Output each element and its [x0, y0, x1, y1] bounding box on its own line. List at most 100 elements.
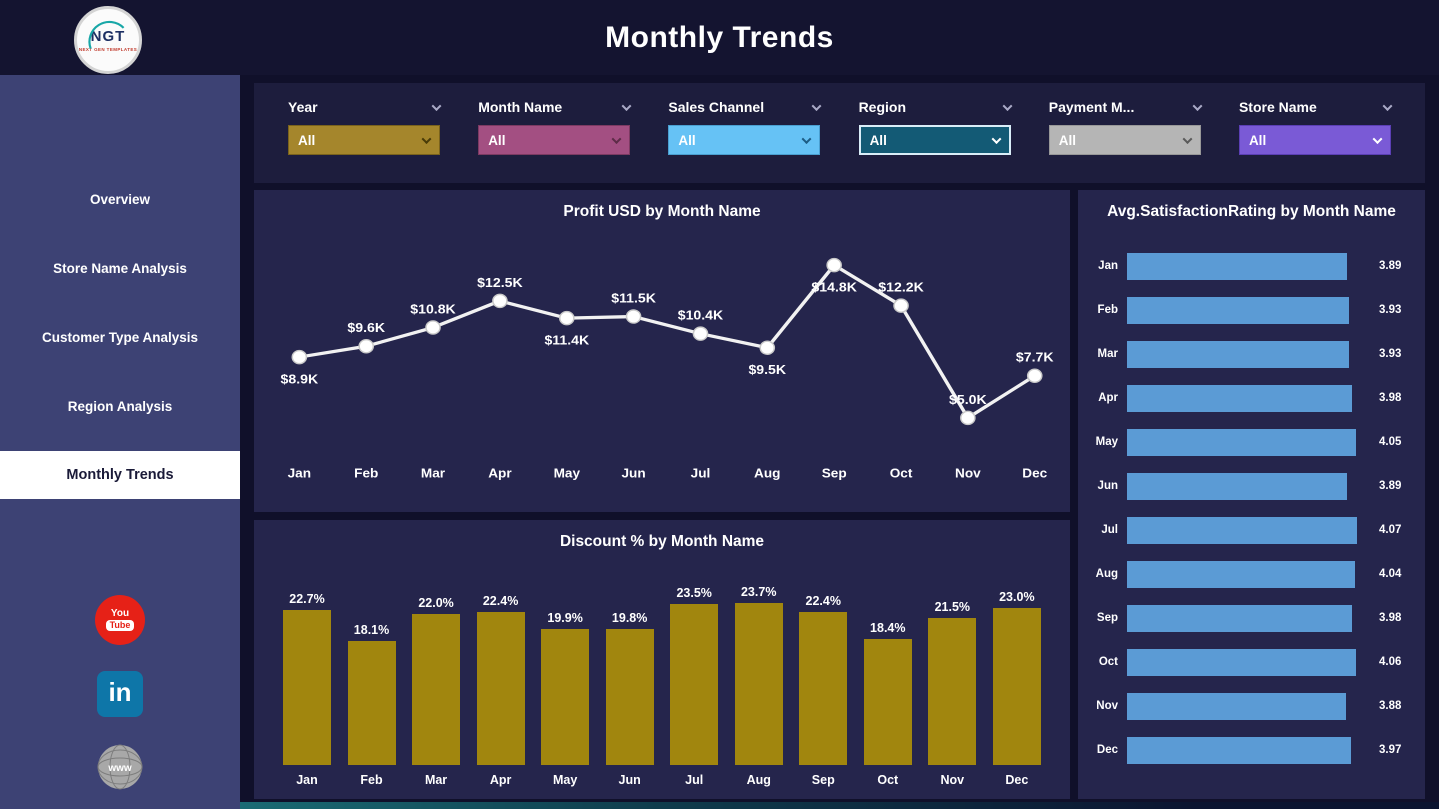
hbar-value-label: 3.93 [1379, 304, 1402, 316]
logo-subtext: NEXT GEN TEMPLATES [78, 46, 138, 52]
hbar[interactable] [1127, 560, 1356, 588]
sidebar-item-monthly-trends[interactable]: Monthly Trends [0, 451, 240, 499]
hbar-row: Dec 3.97 [1088, 736, 1415, 764]
filter-payment-m: Payment M... All [1048, 96, 1203, 183]
line-point[interactable] [358, 338, 375, 354]
hbar-value-label: 3.89 [1379, 260, 1402, 272]
hbar-track [1127, 516, 1370, 544]
filter-dropdown-sales-channel[interactable]: All [668, 125, 821, 155]
line-value-label: $11.5K [611, 291, 656, 305]
filter-dropdown-year[interactable]: All [288, 125, 440, 155]
footer-accent-strip [240, 802, 1439, 809]
hbar[interactable] [1127, 428, 1356, 456]
line-point[interactable] [960, 410, 976, 426]
hbar[interactable] [1127, 252, 1347, 280]
line-chart-title: Profit USD by Month Name [563, 203, 761, 220]
bar-value-label: 18.1% [353, 623, 390, 637]
hbar[interactable] [1127, 340, 1350, 368]
bar[interactable] [605, 629, 654, 765]
bar-value-label: 18.4% [870, 621, 906, 635]
hbar-row: Oct 4.06 [1088, 648, 1415, 676]
bar[interactable] [928, 618, 977, 765]
line-point[interactable] [893, 298, 909, 313]
hbar[interactable] [1127, 736, 1352, 764]
bar-value-label: 23.7% [740, 585, 777, 599]
bar-category-label: Mar [424, 773, 448, 787]
hbar-category-label: Apr [1098, 392, 1118, 404]
bar[interactable] [992, 608, 1041, 765]
bar[interactable] [412, 614, 461, 765]
chevron-down-icon [1002, 100, 1013, 111]
bar[interactable] [734, 603, 783, 765]
hbar[interactable] [1127, 472, 1347, 500]
line-point[interactable] [759, 340, 776, 355]
line-point[interactable] [826, 257, 842, 273]
line-point[interactable] [1026, 368, 1043, 384]
hbar[interactable] [1127, 384, 1353, 412]
filter-selected-value: All [488, 132, 506, 148]
hbar[interactable] [1127, 648, 1357, 676]
bar-column: 19.9% May [538, 611, 592, 791]
sidebar-item-store-name-analysis[interactable]: Store Name Analysis [53, 260, 187, 276]
filter-dropdown-month-name[interactable]: All [478, 125, 631, 155]
hbar-category-label: Jun [1097, 480, 1118, 492]
filter-dropdown-region[interactable]: All [858, 125, 1011, 155]
filter-dropdown-store-name[interactable]: All [1238, 125, 1391, 155]
hbar-value-label: 3.98 [1379, 392, 1402, 404]
page-title: Monthly Trends [605, 20, 834, 54]
sidebar-item-customer-type-analysis[interactable]: Customer Type Analysis [41, 329, 199, 345]
line-value-label: $7.7K [1016, 350, 1054, 364]
line-point[interactable] [291, 349, 308, 365]
hbar-track [1127, 736, 1370, 764]
youtube-icon[interactable]: You Tube [95, 595, 145, 645]
bar[interactable] [476, 612, 525, 765]
line-category-label: Dec [1022, 466, 1047, 480]
line-point[interactable] [692, 326, 709, 341]
hbar-category-label: Mar [1097, 348, 1118, 360]
bar-column: 23.0% Dec [990, 590, 1044, 791]
bar-category-label: Apr [489, 773, 512, 787]
filter-store-name: Store Name All [1238, 96, 1393, 183]
hbar-track [1127, 340, 1370, 368]
bar-category-label: Jun [618, 773, 641, 787]
filter-dropdown-payment-m[interactable]: All [1048, 125, 1201, 155]
hbar[interactable] [1127, 692, 1347, 720]
sidebar-item-region-analysis[interactable]: Region Analysis [67, 398, 173, 414]
linkedin-icon[interactable]: in [97, 671, 143, 717]
bar-column: 23.7% Aug [732, 585, 786, 791]
hbar-category-label: Dec [1096, 744, 1118, 756]
bar-column: 22.4% Apr [474, 594, 528, 791]
bar-column: 22.7% Jan [280, 592, 334, 791]
hbar[interactable] [1127, 516, 1358, 544]
line-point[interactable] [492, 293, 508, 309]
bar[interactable] [541, 629, 590, 765]
bar[interactable] [799, 612, 848, 765]
line-category-label: Feb [354, 466, 378, 480]
bar[interactable] [863, 639, 912, 765]
hbar[interactable] [1127, 604, 1353, 632]
line-point[interactable] [625, 309, 642, 324]
hbar[interactable] [1127, 296, 1350, 324]
bar-category-label: Jul [685, 773, 704, 787]
bar[interactable] [283, 610, 331, 765]
logo-text: NGT [90, 27, 126, 45]
line-point[interactable] [558, 310, 575, 326]
sidebar-nav: Overview Store Name Analysis Customer Type… [0, 175, 240, 499]
line-point[interactable] [425, 320, 441, 335]
bar-value-label: 22.4% [482, 594, 519, 608]
hbar-track [1127, 472, 1370, 500]
hbar-value-label: 4.04 [1379, 568, 1402, 580]
bar-column: 19.8% Jun [603, 611, 657, 791]
line-series [299, 263, 1036, 420]
sidebar-item-overview[interactable]: Overview [89, 191, 151, 207]
filter-label-row: Sales Channel [668, 96, 822, 118]
bar[interactable] [347, 641, 396, 765]
bar[interactable] [670, 604, 719, 765]
website-globe-icon[interactable]: www [96, 743, 144, 791]
line-value-label: $10.4K [678, 308, 724, 322]
bar-chart-panel: Discount % by Month Name 22.7% Jan 18.1% Fe… [254, 520, 1070, 799]
bar-column: 18.1% Feb [345, 623, 399, 791]
main-content: Year All Month Name All Sales Channel All Regi… [240, 75, 1439, 809]
sidebar: Overview Store Name Analysis Customer Type… [0, 75, 240, 809]
hbar-chart: Jan 3.89 Feb 3.93 Mar 3.93 Apr 3.98 May 4.05 Jun 3.… [1078, 223, 1425, 799]
